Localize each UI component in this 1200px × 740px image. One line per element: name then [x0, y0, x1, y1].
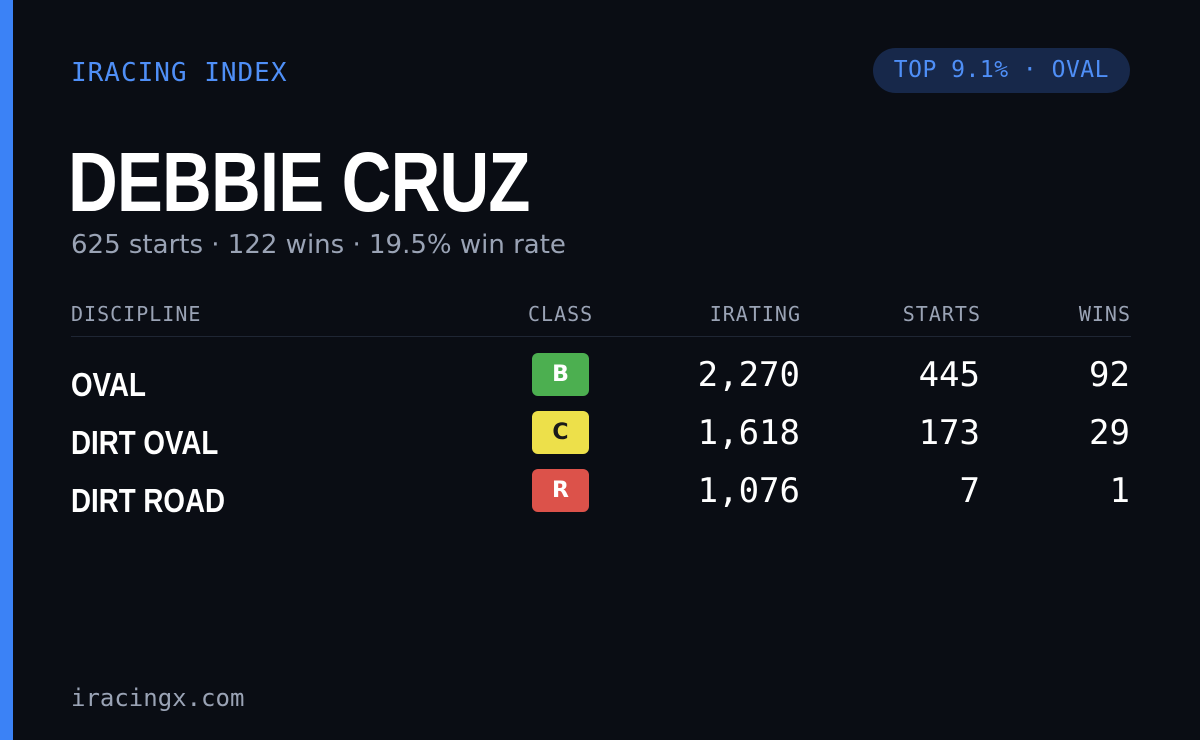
- table-row: DIRT ROAD R 1,076 7 1: [71, 469, 1131, 527]
- wins-value: 92: [1089, 355, 1130, 395]
- footer-domain: iracingx.com: [71, 684, 245, 712]
- header-starts: STARTS: [902, 302, 981, 326]
- discipline-name: DIRT OVAL: [71, 424, 219, 461]
- irating-value: 1,076: [697, 471, 800, 511]
- header-class: CLASS: [528, 302, 594, 326]
- brand-title: IRACING INDEX: [71, 58, 288, 88]
- discipline-name: OVAL: [71, 366, 146, 403]
- header-irating: IRATING: [709, 302, 801, 326]
- wins-value: 29: [1089, 413, 1130, 453]
- discipline-name: DIRT ROAD: [71, 482, 225, 519]
- table-header: DISCIPLINE CLASS IRATING STARTS WINS: [71, 298, 1131, 337]
- starts-value: 445: [918, 355, 980, 395]
- irating-value: 2,270: [697, 355, 800, 395]
- starts-value: 7: [959, 471, 980, 511]
- table-row: DIRT OVAL C 1,618 173 29: [71, 411, 1131, 469]
- wins-value: 1: [1109, 471, 1130, 511]
- license-class-badge: C: [532, 411, 589, 454]
- accent-bar: [0, 0, 13, 740]
- license-class-badge: R: [532, 469, 589, 512]
- irating-value: 1,618: [697, 413, 800, 453]
- table-body: OVAL B 2,270 445 92 DIRT OVAL C 1,618 17…: [71, 337, 1131, 527]
- header-wins: WINS: [1078, 302, 1131, 326]
- driver-summary: 625 starts · 122 wins · 19.5% win rate: [71, 230, 566, 260]
- license-class-badge: B: [532, 353, 589, 396]
- rank-badge: TOP 9.1% · OVAL: [872, 48, 1130, 93]
- starts-value: 173: [918, 413, 980, 453]
- header-discipline: DISCIPLINE: [71, 302, 202, 326]
- driver-name: DEBBIE CRUZ: [68, 135, 530, 229]
- table-row: OVAL B 2,270 445 92: [71, 353, 1131, 411]
- stats-table: DISCIPLINE CLASS IRATING STARTS WINS OVA…: [71, 298, 1131, 527]
